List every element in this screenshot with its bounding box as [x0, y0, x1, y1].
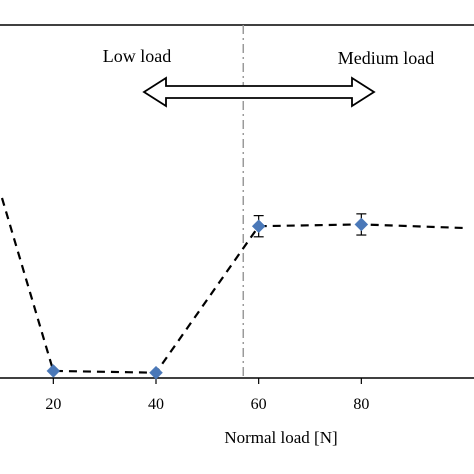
- data-points: [46, 217, 369, 380]
- double-arrow: [142, 76, 376, 108]
- region-label-medium: Medium load: [338, 48, 435, 68]
- region-label-low: Low load: [103, 46, 171, 66]
- data-point: [251, 219, 266, 234]
- x-tick-label: 80: [353, 396, 369, 413]
- x-tick-label: 40: [148, 396, 164, 413]
- plot-frame: [0, 24, 474, 379]
- series-dashed-line: [0, 197, 465, 374]
- data-point: [46, 364, 61, 378]
- x-tick-label: 20: [45, 396, 61, 413]
- x-ticks: 20 40 60 80: [45, 378, 369, 413]
- data-point: [354, 217, 369, 232]
- x-axis-label: Normal load [N]: [224, 428, 337, 447]
- data-point: [149, 365, 163, 380]
- x-tick-label: 60: [251, 396, 267, 413]
